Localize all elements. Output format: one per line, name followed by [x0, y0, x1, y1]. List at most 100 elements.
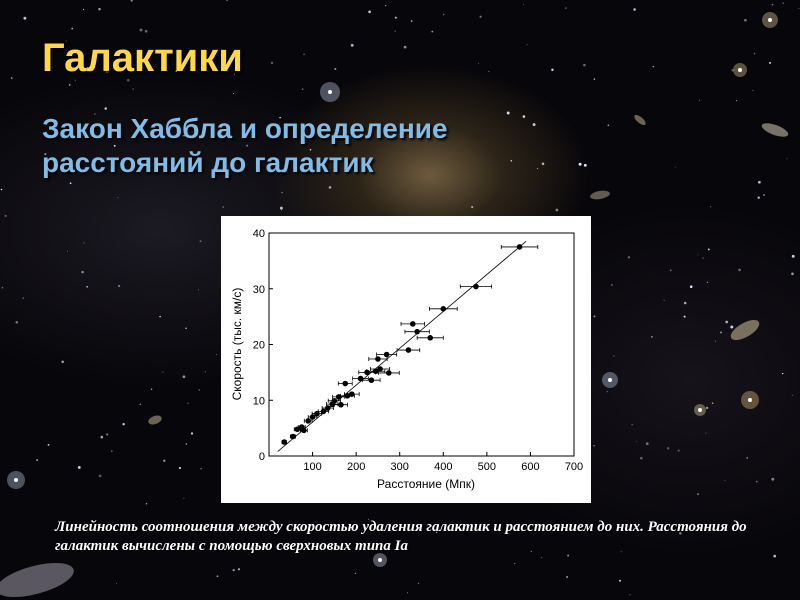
data-point — [348, 391, 355, 397]
star — [145, 503, 148, 505]
star — [683, 315, 686, 318]
slide-caption: Линейность соотношения между скоростью у… — [55, 519, 747, 554]
x-tick-label: 500 — [478, 461, 496, 473]
star — [606, 391, 608, 393]
star — [763, 194, 765, 196]
hubble-chart-panel: 100 200 300 400 500 600 700 0 10 20 30 40 Расстояни… — [221, 216, 591, 503]
star — [566, 575, 569, 579]
star — [407, 592, 408, 594]
star — [478, 62, 480, 64]
star — [514, 563, 516, 564]
star — [74, 79, 76, 81]
star — [4, 214, 7, 217]
data-point — [364, 369, 370, 376]
star — [613, 355, 615, 357]
star — [130, 0, 133, 2]
star — [724, 480, 726, 481]
x-tick-label: 400 — [434, 461, 452, 473]
star — [1, 286, 4, 289]
star — [334, 67, 337, 71]
data-point — [357, 375, 364, 382]
star — [233, 73, 235, 75]
star — [303, 53, 306, 56]
star — [773, 554, 777, 558]
data-point — [325, 405, 331, 411]
star — [416, 133, 418, 135]
y-tick-label: 20 — [253, 340, 265, 352]
hubble-fit-line — [277, 241, 527, 452]
star — [755, 480, 758, 483]
star — [771, 3, 774, 6]
star — [183, 134, 185, 137]
bright-star-core — [698, 408, 702, 412]
star — [162, 371, 164, 373]
star — [652, 65, 655, 68]
bright-star-core — [378, 558, 382, 562]
star — [679, 532, 682, 535]
star — [328, 186, 332, 189]
star — [720, 331, 722, 334]
slide-subtitle: Закон Хаббла и определение расстояний до… — [42, 113, 448, 178]
y-tick-label: 10 — [253, 395, 265, 407]
star — [307, 542, 311, 545]
distant-galaxy — [634, 114, 646, 126]
x-tick-label: 600 — [521, 461, 539, 473]
star — [744, 18, 747, 22]
star — [758, 180, 761, 184]
data-point — [290, 433, 296, 440]
star — [65, 40, 67, 42]
y-tick-label: 30 — [253, 284, 265, 296]
star — [417, 582, 420, 585]
data-point — [305, 418, 312, 424]
star — [106, 433, 109, 436]
star — [536, 167, 539, 170]
star — [578, 162, 582, 166]
star — [583, 163, 587, 167]
star — [144, 29, 148, 33]
star — [385, 5, 387, 7]
star — [488, 70, 490, 73]
star — [683, 301, 687, 305]
data-point — [377, 366, 383, 372]
star — [631, 424, 633, 426]
data-point — [427, 335, 434, 341]
x-tick-label: 200 — [347, 461, 365, 473]
star — [620, 551, 622, 553]
star — [128, 55, 131, 58]
data-point — [342, 380, 349, 387]
data-point — [301, 427, 307, 434]
star — [730, 325, 734, 329]
star — [68, 84, 71, 86]
star — [200, 468, 202, 470]
star — [15, 320, 19, 324]
data-point — [440, 306, 447, 312]
star — [397, 542, 401, 545]
star — [23, 16, 27, 20]
y-tick-label: 40 — [253, 228, 265, 240]
star — [735, 100, 738, 102]
star — [677, 449, 680, 452]
star — [583, 63, 586, 67]
star — [786, 158, 788, 160]
star — [150, 388, 153, 390]
star — [113, 144, 116, 147]
star — [714, 340, 716, 342]
star — [593, 78, 596, 80]
star — [791, 272, 794, 276]
y-axis-label: Скорость (тыс. км/с) — [230, 288, 244, 401]
star — [526, 44, 528, 46]
star — [237, 568, 241, 571]
bright-star-core — [608, 378, 612, 382]
star — [163, 459, 166, 462]
star — [663, 299, 665, 301]
star — [281, 192, 283, 194]
star — [280, 209, 282, 211]
star — [199, 240, 202, 243]
data-point — [281, 439, 288, 445]
star — [246, 144, 249, 147]
data-point — [372, 368, 379, 375]
star — [100, 435, 104, 439]
star — [367, 518, 369, 520]
star — [216, 354, 218, 355]
